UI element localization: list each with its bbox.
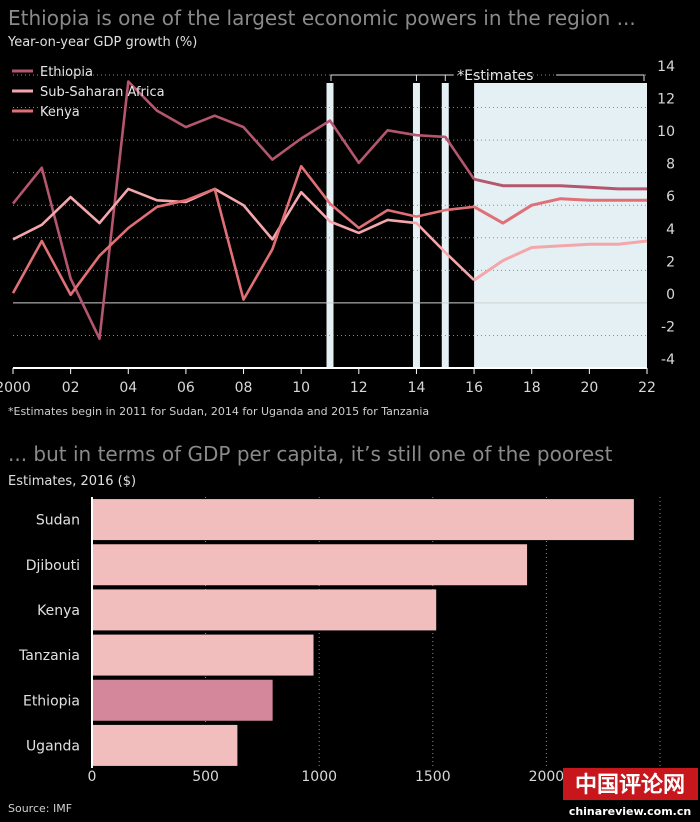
- x-tick-label: 08: [235, 380, 253, 396]
- estimate-label: *Estimates: [457, 68, 533, 84]
- x-tick-label: 04: [119, 380, 137, 396]
- y-tick-label: 12: [657, 92, 675, 108]
- line-chart-title: Ethiopia is one of the largest economic …: [8, 6, 636, 30]
- legend-label: Kenya: [40, 105, 80, 120]
- x-tick-label: 16: [465, 380, 483, 396]
- watermark-logo: 中国评论网 chinareview.com.cn: [563, 768, 698, 820]
- category-label: Uganda: [26, 738, 80, 754]
- x-tick-label: 18: [523, 380, 541, 396]
- x-tick-label: 06: [177, 380, 195, 396]
- x-tick-label: 12: [350, 380, 368, 396]
- bar: [92, 499, 634, 541]
- y-tick-label: 10: [657, 124, 675, 140]
- bar: [92, 544, 528, 586]
- watermark-brand: 中国评论网: [575, 772, 685, 798]
- estimate-shade: [474, 83, 647, 368]
- x-tick-label: 0: [88, 769, 97, 785]
- x-tick-label: 02: [62, 380, 80, 396]
- y-tick-label: 4: [666, 222, 675, 238]
- estimate-bracket: [556, 74, 645, 81]
- series-line-actual: [11, 80, 476, 341]
- y-tick-label: 6: [666, 189, 675, 205]
- bar-chart-title: ... but in terms of GDP per capita, it’s…: [8, 442, 613, 466]
- x-tick-label: 2000: [0, 380, 31, 396]
- bar: [92, 724, 238, 766]
- line-chart-footnote: *Estimates begin in 2011 for Sudan, 2014…: [8, 405, 429, 418]
- watermark-url-box: [563, 800, 698, 820]
- category-label: Sudan: [36, 513, 80, 529]
- x-tick-label: 14: [408, 380, 426, 396]
- y-tick-label: 2: [666, 254, 675, 270]
- category-label: Djibouti: [26, 558, 80, 574]
- estimate-start-bar: [441, 83, 449, 368]
- y-tick-label: -2: [661, 319, 675, 335]
- series-line-estimate: [473, 177, 647, 191]
- series-line-estimate: [473, 197, 647, 225]
- legend-label: Ethiopia: [40, 65, 93, 80]
- estimate-start-bar: [326, 83, 334, 368]
- x-tick-label: 20: [580, 380, 598, 396]
- source-note: Source: IMF: [8, 802, 72, 815]
- y-tick-label: -4: [661, 352, 675, 368]
- watermark-logo-box: [563, 768, 698, 800]
- bar-chart: 05001000150020002500SudanDjiboutiKenyaTa…: [18, 497, 678, 785]
- series-line-actual: [12, 187, 476, 282]
- y-tick-label: 14: [657, 59, 675, 75]
- category-label: Kenya: [37, 603, 80, 619]
- category-label: Ethiopia: [23, 693, 80, 709]
- x-tick-label: 2000: [529, 769, 565, 785]
- x-tick-label: 500: [192, 769, 219, 785]
- watermark-url: chinareview.com.cn: [569, 805, 691, 818]
- x-tick-label: 1000: [301, 769, 337, 785]
- estimate-bracket: [330, 74, 454, 81]
- bar: [92, 589, 437, 631]
- bar-chart-subtitle: Estimates, 2016 ($): [8, 474, 136, 489]
- y-tick-label: 0: [666, 287, 675, 303]
- x-tick-label: 22: [638, 380, 656, 396]
- category-label: Tanzania: [18, 648, 80, 664]
- legend-label: Sub-Saharan Africa: [40, 85, 165, 100]
- series-line-estimate: [473, 239, 648, 282]
- x-tick-label: 1500: [415, 769, 451, 785]
- series-line-actual: [11, 164, 475, 301]
- line-chart: 14121086420-2-42000020406081012141618202…: [0, 59, 675, 396]
- estimate-start-bar: [412, 83, 420, 368]
- line-chart-subtitle: Year-on-year GDP growth (%): [7, 35, 197, 50]
- x-tick-label: 10: [292, 380, 310, 396]
- bar: [92, 634, 314, 676]
- y-tick-label: 8: [666, 157, 675, 173]
- bar: [92, 679, 273, 721]
